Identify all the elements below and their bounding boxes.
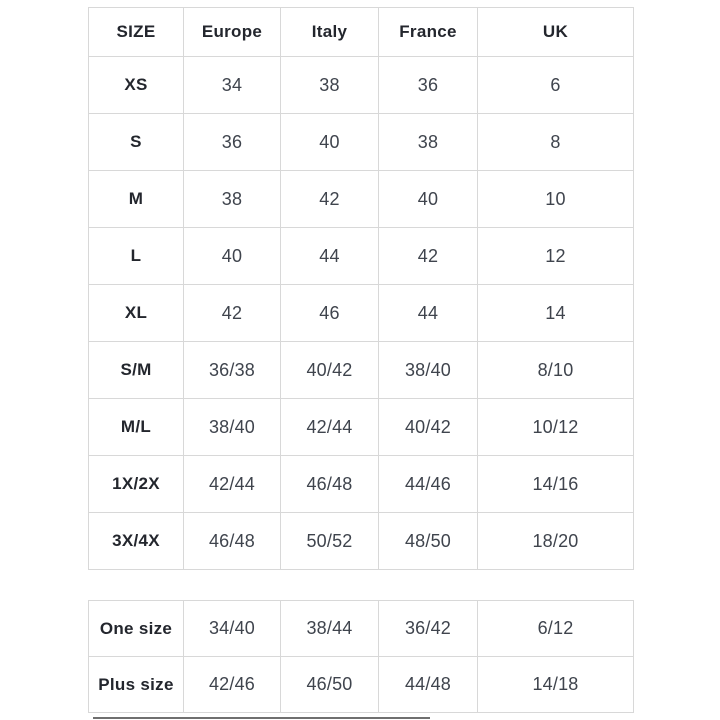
table-row-s: S 36 40 38 8 [88,113,634,171]
size-label: 3X/4X [88,512,184,570]
europe-value: 34 [183,56,281,114]
france-value: 40/42 [378,398,478,456]
table-row-l: L 40 44 42 12 [88,227,634,285]
italy-value: 44 [280,227,379,285]
uk-value: 14/16 [477,455,634,513]
france-value: 44 [378,284,478,342]
europe-value: 42 [183,284,281,342]
france-value: 48/50 [378,512,478,570]
italy-value: 50/52 [280,512,379,570]
europe-value: 42/46 [183,656,281,713]
cutoff-element-line [93,717,430,719]
size-label: Plus size [88,656,184,713]
europe-value: 36 [183,113,281,171]
france-value: 42 [378,227,478,285]
table-row-ml: M/L 38/40 42/44 40/42 10/12 [88,398,634,456]
uk-value: 10/12 [477,398,634,456]
italy-value: 46 [280,284,379,342]
size-label: M [88,170,184,228]
uk-value: 8/10 [477,341,634,399]
europe-value: 38 [183,170,281,228]
france-value: 40 [378,170,478,228]
uk-value: 14 [477,284,634,342]
header-cell-italy: Italy [280,7,379,57]
header-cell-uk: UK [477,7,634,57]
uk-value: 8 [477,113,634,171]
uk-value: 12 [477,227,634,285]
size-label: 1X/2X [88,455,184,513]
europe-value: 38/40 [183,398,281,456]
europe-value: 34/40 [183,600,281,657]
special-sizes-table: One size 34/40 38/44 36/42 6/12 Plus siz… [88,600,634,713]
size-label: XS [88,56,184,114]
italy-value: 42/44 [280,398,379,456]
france-value: 36/42 [378,600,478,657]
italy-value: 38/44 [280,600,379,657]
size-label: XL [88,284,184,342]
france-value: 38/40 [378,341,478,399]
header-cell-size: SIZE [88,7,184,57]
france-value: 38 [378,113,478,171]
france-value: 36 [378,56,478,114]
europe-value: 40 [183,227,281,285]
italy-value: 46/50 [280,656,379,713]
size-label: L [88,227,184,285]
table-row-xl: XL 42 46 44 14 [88,284,634,342]
table-row-xs: XS 34 38 36 6 [88,56,634,114]
france-value: 44/46 [378,455,478,513]
size-conversion-table: SIZE Europe Italy France UK XS 34 38 36 … [88,7,634,570]
table-row-sm: S/M 36/38 40/42 38/40 8/10 [88,341,634,399]
italy-value: 40/42 [280,341,379,399]
uk-value: 10 [477,170,634,228]
italy-value: 38 [280,56,379,114]
uk-value: 18/20 [477,512,634,570]
size-label: M/L [88,398,184,456]
uk-value: 14/18 [477,656,634,713]
header-row: SIZE Europe Italy France UK [88,7,634,57]
italy-value: 42 [280,170,379,228]
europe-value: 36/38 [183,341,281,399]
size-label: S/M [88,341,184,399]
uk-value: 6/12 [477,600,634,657]
europe-value: 46/48 [183,512,281,570]
table-row-one-size: One size 34/40 38/44 36/42 6/12 [88,600,634,657]
table-row-plus-size: Plus size 42/46 46/50 44/48 14/18 [88,656,634,713]
header-cell-europe: Europe [183,7,281,57]
size-label: One size [88,600,184,657]
table-row-3x4x: 3X/4X 46/48 50/52 48/50 18/20 [88,512,634,570]
uk-value: 6 [477,56,634,114]
size-label: S [88,113,184,171]
italy-value: 40 [280,113,379,171]
table-row-m: M 38 42 40 10 [88,170,634,228]
header-cell-france: France [378,7,478,57]
italy-value: 46/48 [280,455,379,513]
europe-value: 42/44 [183,455,281,513]
france-value: 44/48 [378,656,478,713]
table-row-1x2x: 1X/2X 42/44 46/48 44/46 14/16 [88,455,634,513]
